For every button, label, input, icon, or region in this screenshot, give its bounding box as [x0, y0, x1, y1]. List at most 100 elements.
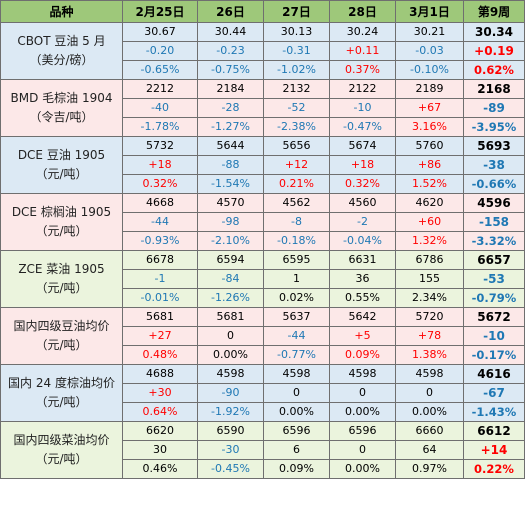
- price-cell: 4598: [395, 364, 464, 384]
- pct-cell: 0.46%: [122, 459, 198, 479]
- price-cell: 30.21: [395, 22, 464, 42]
- product-name: CBOT 豆油 5 月: [17, 34, 106, 48]
- table-row-change: -40 -28 -52 -10 +67 -89: [0, 98, 525, 118]
- change-cell: 36: [329, 269, 396, 289]
- pct-cell: -0.01%: [122, 288, 198, 308]
- pct-cell: 0.32%: [329, 174, 396, 194]
- pct-cell: -0.04%: [329, 231, 396, 251]
- pct-cell: -0.18%: [263, 231, 330, 251]
- table-row-pct: 0.32% -1.54% 0.21% 0.32% 1.52% -0.66%: [0, 174, 525, 194]
- product-name: DCE 豆油 1905: [17, 148, 106, 162]
- change-cell: +60: [395, 212, 464, 232]
- change-cell: 155: [395, 269, 464, 289]
- price-cell: 5720: [395, 307, 464, 327]
- table-row-change: -0.20 -0.23 -0.31 +0.11 -0.03 +0.19: [0, 41, 525, 61]
- price-cell: 5681: [197, 307, 264, 327]
- change-cell: 0: [263, 383, 330, 403]
- change-cell: -44: [122, 212, 198, 232]
- pct-cell: 0.00%: [197, 345, 264, 365]
- header-cell-date: 2月25日: [122, 0, 198, 23]
- price-cell: 30.24: [329, 22, 396, 42]
- change-cell: +30: [122, 383, 198, 403]
- change-cell: -10: [329, 98, 396, 118]
- price-cell: 4598: [197, 364, 264, 384]
- pct-cell: 0.09%: [263, 459, 330, 479]
- change-cell: +0.11: [329, 41, 396, 61]
- price-cell: 5760: [395, 136, 464, 156]
- product-name: BMD 毛棕油 1904: [10, 91, 113, 105]
- change-cell: -0.20: [122, 41, 198, 61]
- change-cell: -1: [122, 269, 198, 289]
- pct-cell: 0.22%: [463, 459, 525, 479]
- product-name: 国内 24 度棕油均价: [8, 376, 115, 390]
- product-unit: （元/吨）: [35, 338, 88, 352]
- change-cell: +27: [122, 326, 198, 346]
- change-cell: -0.31: [263, 41, 330, 61]
- change-cell: +86: [395, 155, 464, 175]
- product-unit: （元/吨）: [35, 167, 88, 181]
- change-cell: +18: [329, 155, 396, 175]
- change-cell: -67: [463, 383, 525, 403]
- pct-cell: -3.32%: [463, 231, 525, 251]
- product-label-cell: BMD 毛棕油 1904 （令吉/吨）: [0, 79, 123, 137]
- price-cell: 2184: [197, 79, 264, 99]
- change-cell: +67: [395, 98, 464, 118]
- pct-cell: -0.65%: [122, 60, 198, 80]
- price-cell: 30.34: [463, 22, 525, 42]
- change-cell: 30: [122, 440, 198, 460]
- table-row-pct: -0.65% -0.75% -1.02% 0.37% -0.10% 0.62%: [0, 60, 525, 80]
- price-cell: 6596: [263, 421, 330, 441]
- pct-cell: -1.54%: [197, 174, 264, 194]
- price-cell: 6657: [463, 250, 525, 270]
- change-cell: -28: [197, 98, 264, 118]
- product-name: DCE 棕榈油 1905: [11, 205, 112, 219]
- pct-cell: -0.17%: [463, 345, 525, 365]
- pct-cell: 1.38%: [395, 345, 464, 365]
- product-unit: （美分/磅）: [29, 53, 94, 67]
- header-cell-date: 27日: [263, 0, 330, 23]
- header-cell-week: 第9周: [463, 0, 525, 23]
- change-cell: -158: [463, 212, 525, 232]
- product-unit: （元/吨）: [35, 395, 88, 409]
- change-cell: 1: [263, 269, 330, 289]
- price-cell: 4598: [329, 364, 396, 384]
- price-cell: 30.13: [263, 22, 330, 42]
- price-cell: 6660: [395, 421, 464, 441]
- change-cell: -52: [263, 98, 330, 118]
- table-row-price: DCE 棕榈油 1905 （元/吨） 4668 4570 4562 4560 4620 459…: [0, 193, 525, 251]
- change-cell: -10: [463, 326, 525, 346]
- price-cell: 5681: [122, 307, 198, 327]
- change-cell: +5: [329, 326, 396, 346]
- change-cell: -89: [463, 98, 525, 118]
- pct-cell: 0.00%: [395, 402, 464, 422]
- table-row-price: 国内四级豆油均价 （元/吨） 5681 5681 5637 5642 5720 5672: [0, 307, 525, 365]
- pct-cell: -1.43%: [463, 402, 525, 422]
- header-cell-product: 品种: [0, 0, 123, 23]
- header-cell-date: 26日: [197, 0, 264, 23]
- change-cell: -0.03: [395, 41, 464, 61]
- table-row-change: 30 -30 6 0 64 +14: [0, 440, 525, 460]
- pct-cell: -3.95%: [463, 117, 525, 137]
- change-cell: -0.23: [197, 41, 264, 61]
- product-label-cell: 国内四级菜油均价 （元/吨）: [0, 421, 123, 479]
- price-cell: 5656: [263, 136, 330, 156]
- product-unit: （元/吨）: [35, 452, 88, 466]
- change-cell: -30: [197, 440, 264, 460]
- price-cell: 4668: [122, 193, 198, 213]
- product-name: 国内四级豆油均价: [13, 319, 110, 333]
- price-cell: 2189: [395, 79, 464, 99]
- pct-cell: 0.97%: [395, 459, 464, 479]
- pct-cell: 0.64%: [122, 402, 198, 422]
- table-row-change: +27 0 -44 +5 +78 -10: [0, 326, 525, 346]
- change-cell: 64: [395, 440, 464, 460]
- pct-cell: -2.38%: [263, 117, 330, 137]
- product-label-cell: ZCE 菜油 1905 （元/吨）: [0, 250, 123, 308]
- table-row-price: CBOT 豆油 5 月（美分/磅） 30.67 30.44 30.13 30.24 30.…: [0, 22, 525, 80]
- pct-cell: -0.45%: [197, 459, 264, 479]
- product-unit: （令吉/吨）: [29, 110, 94, 124]
- change-cell: +78: [395, 326, 464, 346]
- price-cell: 6595: [263, 250, 330, 270]
- price-cell: 5732: [122, 136, 198, 156]
- price-cell: 30.67: [122, 22, 198, 42]
- change-cell: 0: [395, 383, 464, 403]
